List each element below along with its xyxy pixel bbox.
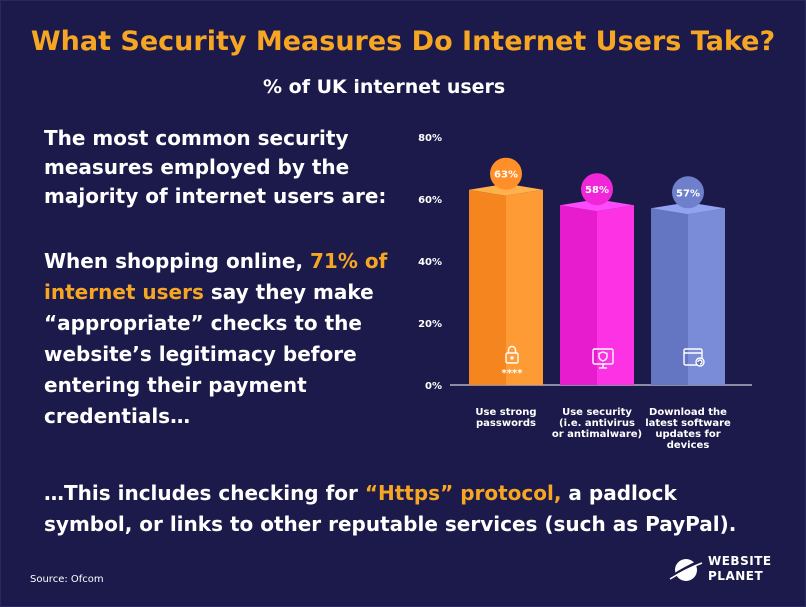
bar-chart: 0% 20% 40% 60% 80% 63% **** 58% 57% Use strong p…: [418, 133, 752, 451]
category-label-line: passwords: [476, 418, 536, 429]
chart-subtitle: % of UK internet users: [263, 76, 506, 98]
data-label: 57%: [676, 188, 700, 199]
data-label: 58%: [585, 185, 609, 196]
category-label-line: or antimalware): [552, 429, 642, 440]
data-label-bubble: [490, 157, 522, 190]
bar-1: 63% ****: [469, 157, 543, 385]
y-axis-ticks: 0% 20% 40% 60% 80%: [418, 133, 442, 392]
category-label-line: devices: [667, 440, 710, 451]
padlock-icon: ****: [502, 345, 524, 379]
bar-2: 58%: [560, 173, 634, 385]
website-planet-logo: WEBSITE PLANET: [668, 548, 788, 590]
monitor-shield-icon: [592, 348, 614, 369]
data-label-bubble: [672, 176, 704, 209]
bar-3: 57%: [651, 176, 725, 385]
category-label: Download the latest software updates for de…: [645, 407, 731, 451]
shopping-text: When shopping online, 71% of internet us…: [44, 246, 414, 432]
shopping-highlight: 71% of internet users: [44, 249, 388, 304]
bar-face-right: [506, 189, 543, 385]
lead-text: The most common security measures employ…: [44, 126, 387, 208]
category-labels: Use strong passwords Use security (i.e. ant…: [475, 407, 731, 451]
shopping-text-part2: say they make “appropriate” checks to th…: [44, 280, 374, 428]
bar-face-left: [469, 189, 506, 385]
logo-line-1: WEBSITE: [708, 554, 772, 568]
bottom-text: …This includes checking for “Https” prot…: [44, 478, 764, 540]
category-label: Use strong passwords: [475, 407, 536, 429]
bar-face-right: [688, 208, 725, 385]
category-label-line: latest software: [645, 418, 731, 429]
logo-text: WEBSITE PLANET: [708, 554, 772, 584]
shopping-text-part1: When shopping online,: [44, 249, 311, 273]
data-label: 63%: [494, 170, 518, 181]
y-tick-label: 40%: [418, 257, 442, 268]
category-label-line: updates for: [655, 429, 720, 440]
svg-text:****: ****: [502, 368, 524, 379]
data-label-bubble: [581, 173, 613, 206]
source-note: Source: Ofcom: [30, 574, 104, 585]
bars: 63% **** 58% 57%: [469, 157, 725, 385]
bottom-text-part1: …This includes checking for: [44, 481, 365, 505]
bar-face-left: [651, 208, 688, 385]
category-label-line: Use strong: [475, 407, 536, 418]
category-label-line: (i.e. antivirus: [559, 418, 635, 429]
category-label-line: Use security: [562, 407, 632, 418]
category-label: Use security (i.e. antivirus or antimalwar…: [552, 407, 642, 440]
bar-face-left: [560, 205, 597, 385]
category-label-line: Download the: [649, 407, 727, 418]
y-tick-label: 80%: [418, 133, 442, 144]
logo-line-2: PLANET: [708, 569, 764, 583]
bottom-text-part2: a padlock symbol, or links to other repu…: [44, 481, 737, 536]
y-tick-label: 60%: [418, 195, 442, 206]
planet-icon: [669, 559, 703, 581]
page-title: What Security Measures Do Internet Users…: [30, 26, 776, 57]
bar-face-right: [597, 205, 634, 385]
y-tick-label: 20%: [418, 319, 442, 330]
bottom-highlight: “Https” protocol,: [364, 481, 562, 505]
browser-refresh-icon: [683, 348, 705, 367]
y-tick-label: 0%: [425, 381, 442, 392]
